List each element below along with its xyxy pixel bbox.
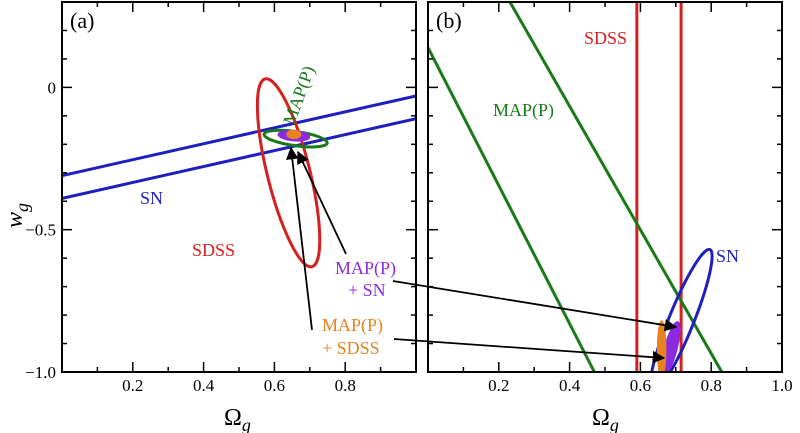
xlabel-sub: g [610,415,619,433]
panel-b-xtick-label: 0.8 [701,376,722,395]
panel-a-ytick-label: 0 [48,78,57,97]
panel-b-map-p-sdss-contour [656,320,667,372]
panel-a-xtick-label: 0.4 [193,376,215,395]
panel-b-sn-contour [648,247,714,372]
panel-a-xtick-label: 0.2 [122,376,143,395]
panel-a: 0.2 0.4 0.6 0.8 0 −0.5 −1.0 (a) SN SDSS MAP(P)… [2,1,417,433]
panel-a-map-p-sdss-contour [286,129,302,140]
panel-a-xlabel: Ωg [224,405,251,433]
arrow-map-sn-b [392,280,678,332]
arrow-map-sn-a [297,150,347,255]
xlabel-base: Ω [592,405,610,431]
annotation-map-sn-line2: + SN [348,280,386,300]
panel-b-xtick-label: 0.2 [488,376,509,395]
annotation-map-sn-line1: MAP(P) [335,258,396,279]
panel-a-xtick-label: 0.8 [335,376,356,395]
panel-b-xtick-label: 0.4 [559,376,581,395]
panel-b-xtick-label: 0.6 [630,376,651,395]
panel-b-xlabel: Ωg [592,405,619,433]
panel-b: 0.2 0.4 0.6 0.8 1.0 (b) SDSS MAP(P) SN Ωg [427,1,793,433]
panel-a-sdss-label: SDSS [192,240,235,260]
panel-a-sn-label: SN [140,188,163,208]
panel-b-sn-label: SN [716,246,739,266]
annotation-map-sdss-line1: MAP(P) [322,315,383,336]
panel-b-sdss-label: SDSS [584,28,627,48]
panel-b-map-p-line-2 [508,2,724,372]
panel-b-label: (b) [436,8,462,33]
arrow-map-sdss-b [393,338,666,364]
panel-a-ytick-label: −1.0 [25,363,56,382]
annotation-arrows [286,146,678,364]
panel-b-map-p-line-1 [428,46,596,372]
panel-a-sdss-contour [255,77,322,269]
panel-a-sn-line-1 [62,117,416,200]
panel-a-ytick-label: −0.5 [25,221,56,240]
panel-b-map-label: MAP(P) [493,100,554,121]
ylabel-base: w [2,212,28,228]
xlabel-base: Ω [224,405,242,431]
panel-a-xtick-label: 0.6 [264,376,285,395]
panel-b-xtick-label: 1.0 [771,376,792,395]
panel-a-label: (a) [70,8,94,33]
panel-a-ylabel: wg [2,203,32,228]
panel-b-frame [427,1,783,373]
panel-a-sn-line-2 [62,94,416,178]
annotation-map-sdss-line2: + SDSS [322,338,380,358]
arrow-map-sdss-a [286,146,313,331]
ylabel-sub: g [12,203,32,212]
xlabel-sub: g [242,415,251,433]
